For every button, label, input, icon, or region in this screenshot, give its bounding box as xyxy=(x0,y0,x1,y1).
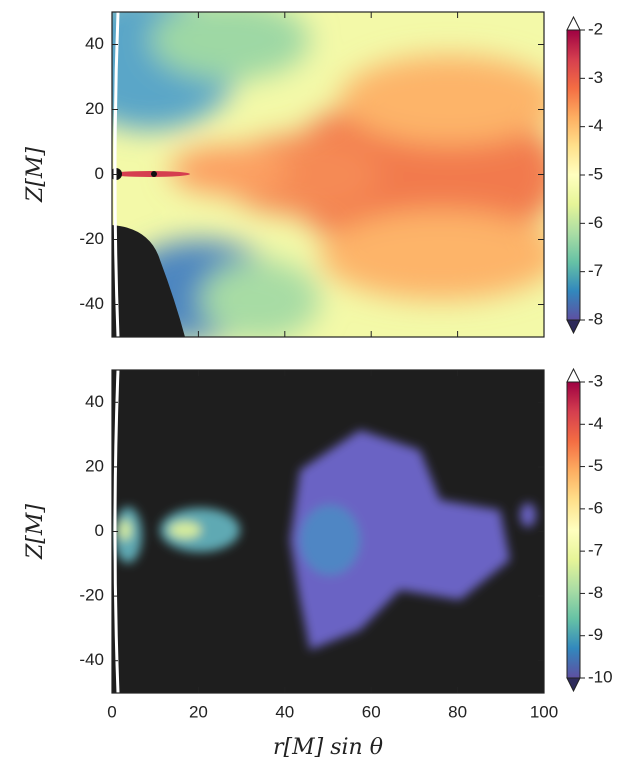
x-tick-label: 100 xyxy=(530,702,558,721)
colorbar-extend-min xyxy=(566,319,581,335)
x-tick-label: 0 xyxy=(107,702,116,721)
colorbar-tick-label: -6 xyxy=(588,213,603,232)
x-tick-label: 20 xyxy=(189,702,208,721)
colorbar-tick-label: -5 xyxy=(588,164,603,183)
y-tick-label: 20 xyxy=(85,456,104,475)
colorbar-extend-min xyxy=(566,677,581,693)
colorbar-tick-label: -2 xyxy=(588,19,603,38)
colorbar-tick-label: -4 xyxy=(588,116,603,135)
y-tick-label: -40 xyxy=(79,294,104,313)
colorbar-tick-label: -5 xyxy=(588,456,603,475)
colorbar xyxy=(566,29,581,321)
y-tick-label: -20 xyxy=(79,586,104,605)
x-axis-label: r[M] sin θ xyxy=(273,735,383,760)
colorbar-tick-label: -8 xyxy=(588,309,603,328)
colorbar-tick-label: -4 xyxy=(588,414,603,433)
y-axis-label: Z[M] xyxy=(23,147,48,203)
x-tick-label: 80 xyxy=(448,702,467,721)
colorbar-extend-max xyxy=(566,367,581,383)
colorbar-tick-label: -7 xyxy=(588,261,603,280)
y-tick-label: 40 xyxy=(85,34,104,53)
colorbar-tick-label: -10 xyxy=(588,667,613,686)
colorbar-tick-label: -7 xyxy=(588,541,603,560)
y-tick-label: -40 xyxy=(79,650,104,669)
colorbar-tick-label: -8 xyxy=(588,583,603,602)
colorbar-tick-label: -3 xyxy=(588,68,603,87)
colorbar-tick-label: -9 xyxy=(588,625,603,644)
heatmap-field xyxy=(112,12,544,337)
heatmap-field xyxy=(112,370,544,693)
y-tick-label: 0 xyxy=(95,521,104,540)
colorbar-tick-label: -6 xyxy=(588,498,603,517)
x-tick-label: 40 xyxy=(275,702,294,721)
colorbar-tick-label: -3 xyxy=(588,371,603,390)
y-tick-label: 20 xyxy=(85,99,104,118)
y-tick-label: 0 xyxy=(95,164,104,183)
colorbar-extend-max xyxy=(566,15,581,31)
x-tick-label: 60 xyxy=(362,702,381,721)
y-tick-label: 40 xyxy=(85,392,104,411)
y-tick-label: -20 xyxy=(79,229,104,248)
y-axis-label: Z[M] xyxy=(23,504,48,560)
colorbar xyxy=(566,381,581,679)
